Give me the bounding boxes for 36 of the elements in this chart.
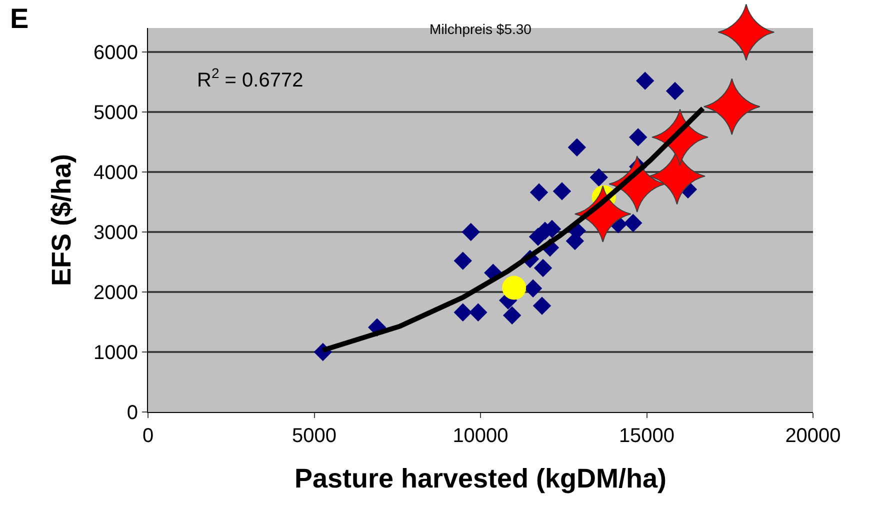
point bbox=[454, 252, 472, 270]
point bbox=[703, 78, 760, 136]
point bbox=[532, 296, 552, 315]
y-tick-label: 5000 bbox=[94, 102, 138, 124]
x-tick-label: 10000 bbox=[452, 425, 508, 447]
y-tick-label: 0 bbox=[126, 402, 138, 424]
point bbox=[590, 168, 608, 186]
point bbox=[462, 222, 480, 242]
point bbox=[636, 72, 654, 90]
point bbox=[666, 82, 684, 100]
point bbox=[568, 138, 586, 156]
point bbox=[502, 276, 526, 300]
y-tick-label: 6000 bbox=[94, 42, 138, 64]
x-tick-label: 20000 bbox=[785, 425, 841, 447]
x-tick-label: 0 bbox=[142, 425, 154, 447]
y-tick-label: 3000 bbox=[94, 222, 138, 244]
chart-title: Milchpreis $5.30 bbox=[430, 20, 532, 37]
point bbox=[530, 183, 548, 202]
point bbox=[629, 128, 648, 146]
y-tick-label: 1000 bbox=[94, 342, 138, 364]
x-tick-label: 5000 bbox=[292, 425, 336, 447]
x-axis-title: Pasture harvested (kgDM/ha) bbox=[294, 463, 667, 494]
point bbox=[454, 303, 472, 322]
y-tick-label: 2000 bbox=[94, 282, 138, 304]
x-tick-label: 15000 bbox=[618, 425, 675, 447]
point bbox=[718, 4, 775, 61]
point bbox=[552, 182, 572, 200]
point bbox=[469, 303, 488, 322]
point bbox=[524, 279, 542, 298]
point bbox=[502, 306, 522, 324]
y-axis-title: EFS ($/ha) bbox=[46, 154, 77, 286]
point bbox=[624, 214, 642, 232]
point bbox=[534, 258, 552, 278]
y-tick-label: 4000 bbox=[94, 162, 138, 184]
text: E bbox=[10, 3, 29, 34]
annotation: R$^{2}$ = 0.6772 bbox=[197, 65, 304, 92]
